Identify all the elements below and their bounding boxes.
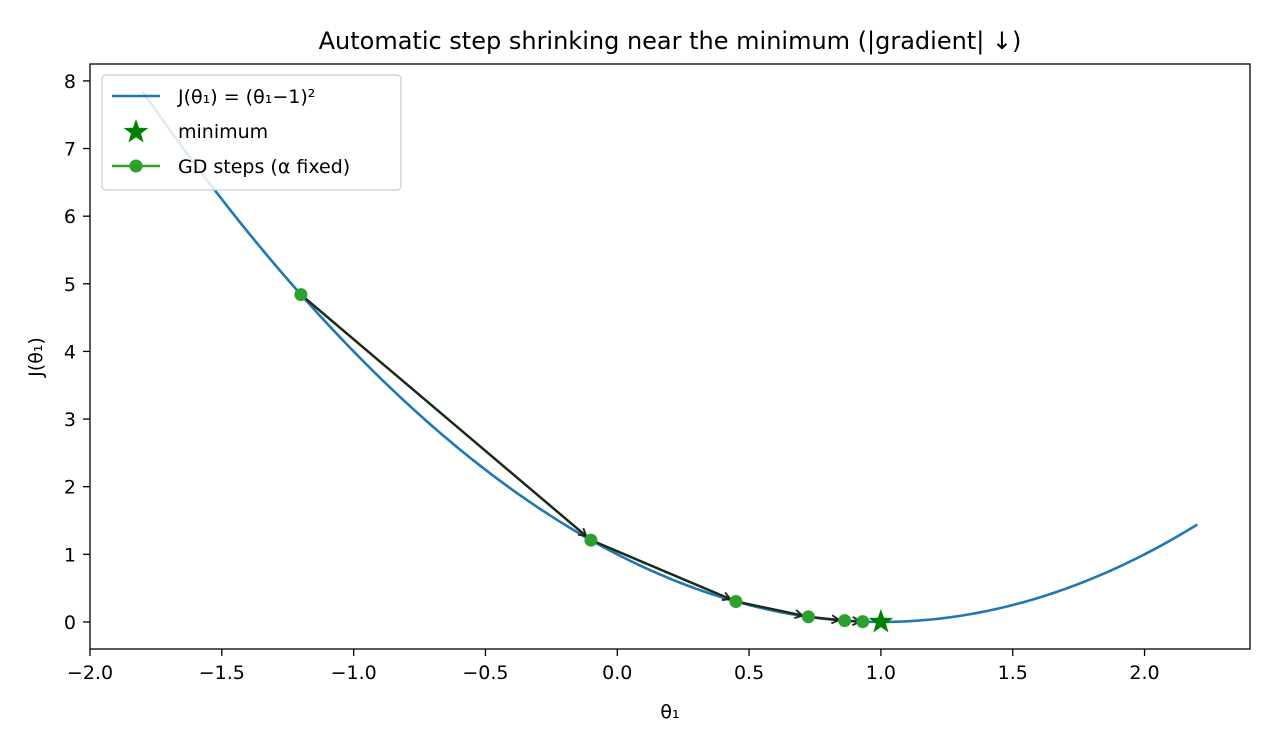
y-tick-label: 0 bbox=[64, 612, 76, 634]
legend-swatch-steps-marker bbox=[129, 159, 143, 173]
step-arrow bbox=[735, 600, 803, 615]
y-axis-label: J(θ₁) bbox=[25, 337, 47, 378]
y-tick-label: 8 bbox=[64, 71, 76, 93]
x-tick-label: 1.0 bbox=[866, 662, 896, 684]
gd-step-point bbox=[838, 614, 852, 628]
x-axis-label: θ₁ bbox=[660, 701, 679, 723]
y-tick-label: 5 bbox=[64, 274, 76, 296]
x-tick-label: −1.0 bbox=[331, 662, 377, 684]
legend: J(θ₁) = (θ₁−1)² minimum GD steps (α fixe… bbox=[101, 74, 402, 191]
y-tick-label: 3 bbox=[64, 409, 76, 431]
plot-layer bbox=[141, 90, 1198, 633]
ticks-layer: −2.0 −1.5 −1.0 −0.5 0.0 0.5 1.0 1.5 2.0 0 1 2 3 4 5 6 7 8 bbox=[64, 71, 1160, 684]
x-tick-label: 0.0 bbox=[602, 662, 632, 684]
legend-label-steps: GD steps (α fixed) bbox=[178, 156, 350, 178]
gd-step-point bbox=[584, 533, 598, 547]
x-tick-label: −0.5 bbox=[462, 662, 508, 684]
x-tick-label: 2.0 bbox=[1129, 662, 1159, 684]
y-tick-label: 4 bbox=[64, 341, 76, 363]
legend-label-curve: J(θ₁) = (θ₁−1)² bbox=[177, 86, 315, 108]
x-tick-label: 0.5 bbox=[734, 662, 764, 684]
y-tick-label: 2 bbox=[64, 477, 76, 499]
chart-title: Automatic step shrinking near the minimu… bbox=[319, 27, 1022, 55]
minimum-star bbox=[868, 608, 894, 633]
gd-step-point bbox=[801, 610, 815, 624]
legend-label-minimum: minimum bbox=[178, 121, 268, 143]
gd-step-point bbox=[729, 594, 743, 608]
x-tick-label: −2.0 bbox=[67, 662, 113, 684]
plot-frame bbox=[89, 63, 1251, 650]
gd-step-point bbox=[856, 615, 870, 629]
y-tick-label: 7 bbox=[64, 139, 76, 161]
y-tick-label: 6 bbox=[64, 206, 76, 228]
x-tick-label: −1.5 bbox=[199, 662, 245, 684]
y-tick-label: 1 bbox=[64, 544, 76, 566]
legend-swatch-star bbox=[123, 119, 149, 143]
step-arrow bbox=[300, 293, 586, 537]
step-arrow bbox=[590, 539, 730, 599]
x-tick-label: 1.5 bbox=[998, 662, 1028, 684]
legend-box bbox=[101, 74, 402, 191]
gd-step-point bbox=[294, 288, 308, 302]
cost-curve bbox=[141, 90, 1198, 624]
